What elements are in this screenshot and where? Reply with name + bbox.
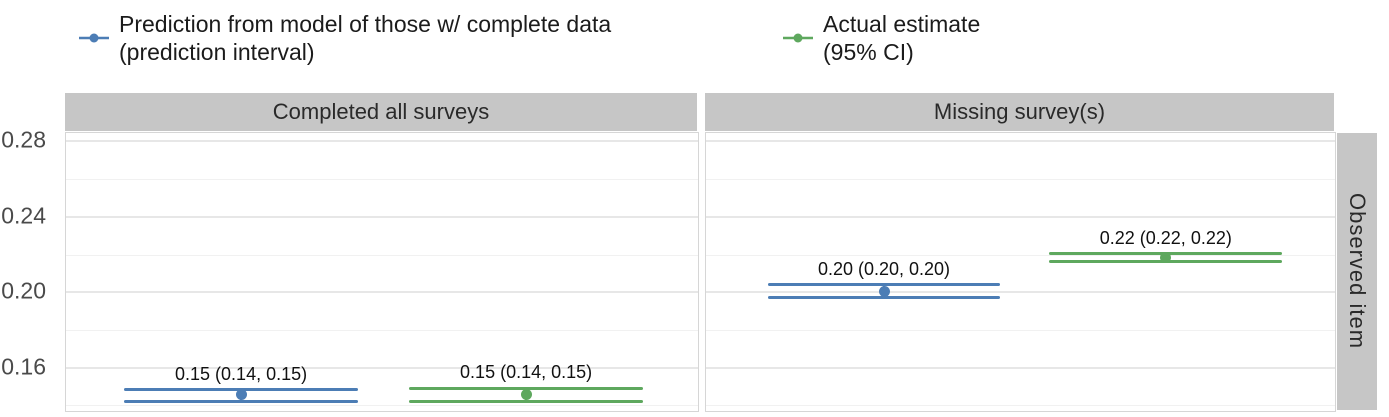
gridline-major: [66, 215, 698, 218]
errorbar-cap-top: [409, 386, 643, 390]
point-estimate-marker: [520, 388, 532, 400]
gridline-minor: [706, 254, 1335, 256]
gridline-minor: [706, 405, 1335, 407]
point-estimate-marker: [878, 286, 890, 297]
gridline-major: [706, 291, 1335, 294]
errorbar-point-key-icon: [783, 33, 813, 43]
gridline-minor: [66, 179, 698, 181]
gridline-minor: [66, 405, 698, 407]
gridline-major: [66, 366, 698, 369]
errorbar-cap-bottom: [409, 400, 643, 404]
errorbar-cap-bottom: [767, 296, 1001, 300]
errorbar-point-key-icon: [79, 33, 109, 43]
facet-strip-completed-label: Completed all surveys: [272, 99, 490, 124]
y-tick-label: 0.20: [1, 277, 46, 304]
gridline-major: [66, 140, 698, 143]
legend-label-prediction: Prediction from model of those w/ comple…: [119, 11, 612, 65]
y-tick-label: 0.24: [1, 202, 46, 229]
gridline-minor: [66, 254, 698, 256]
gridline-major: [706, 366, 1335, 369]
errorbar-cap-bottom: [124, 400, 358, 404]
facet-strip-missing: Missing survey(s): [705, 93, 1334, 131]
panel-missing: 0.20 (0.20, 0.20) 0.22 (0.22, 0.22): [705, 132, 1336, 412]
gridline-minor: [66, 329, 698, 331]
point-estimate-label: 0.15 (0.14, 0.15): [460, 362, 593, 382]
legend-item-actual: Actual estimate (95% CI): [782, 10, 980, 66]
facet-strip-observed-item-label: Observed item: [1345, 193, 1370, 350]
errorbar-cap-top: [767, 283, 1001, 287]
gridline-major: [706, 215, 1335, 218]
gridline-minor: [706, 179, 1335, 181]
point-estimate-label: 0.15 (0.14, 0.15): [175, 363, 308, 384]
legend-item-prediction: Prediction from model of those w/ comple…: [78, 10, 611, 66]
y-axis: 0.16 0.20 0.24 0.28: [0, 127, 48, 410]
facet-strip-observed-item: Observed item: [1337, 133, 1377, 410]
facet-strip-missing-label: Missing survey(s): [933, 99, 1106, 124]
panel-completed: 0.15 (0.14, 0.15) 0.15 (0.14, 0.15): [65, 132, 699, 412]
point-estimate-label: 0.20 (0.20, 0.20): [817, 258, 951, 279]
point-estimate-marker: [1160, 251, 1172, 263]
gridline-minor: [706, 329, 1335, 331]
y-tick-label: 0.28: [1, 126, 46, 153]
gridline-major: [706, 140, 1335, 143]
facet-strip-completed: Completed all surveys: [65, 93, 697, 131]
gridline-major: [66, 291, 698, 294]
point-estimate-label: 0.22 (0.22, 0.22): [1099, 227, 1232, 248]
point-estimate-marker: [235, 389, 247, 401]
legend-label-actual: Actual estimate (95% CI): [823, 11, 981, 65]
y-tick-label: 0.16: [1, 353, 46, 380]
